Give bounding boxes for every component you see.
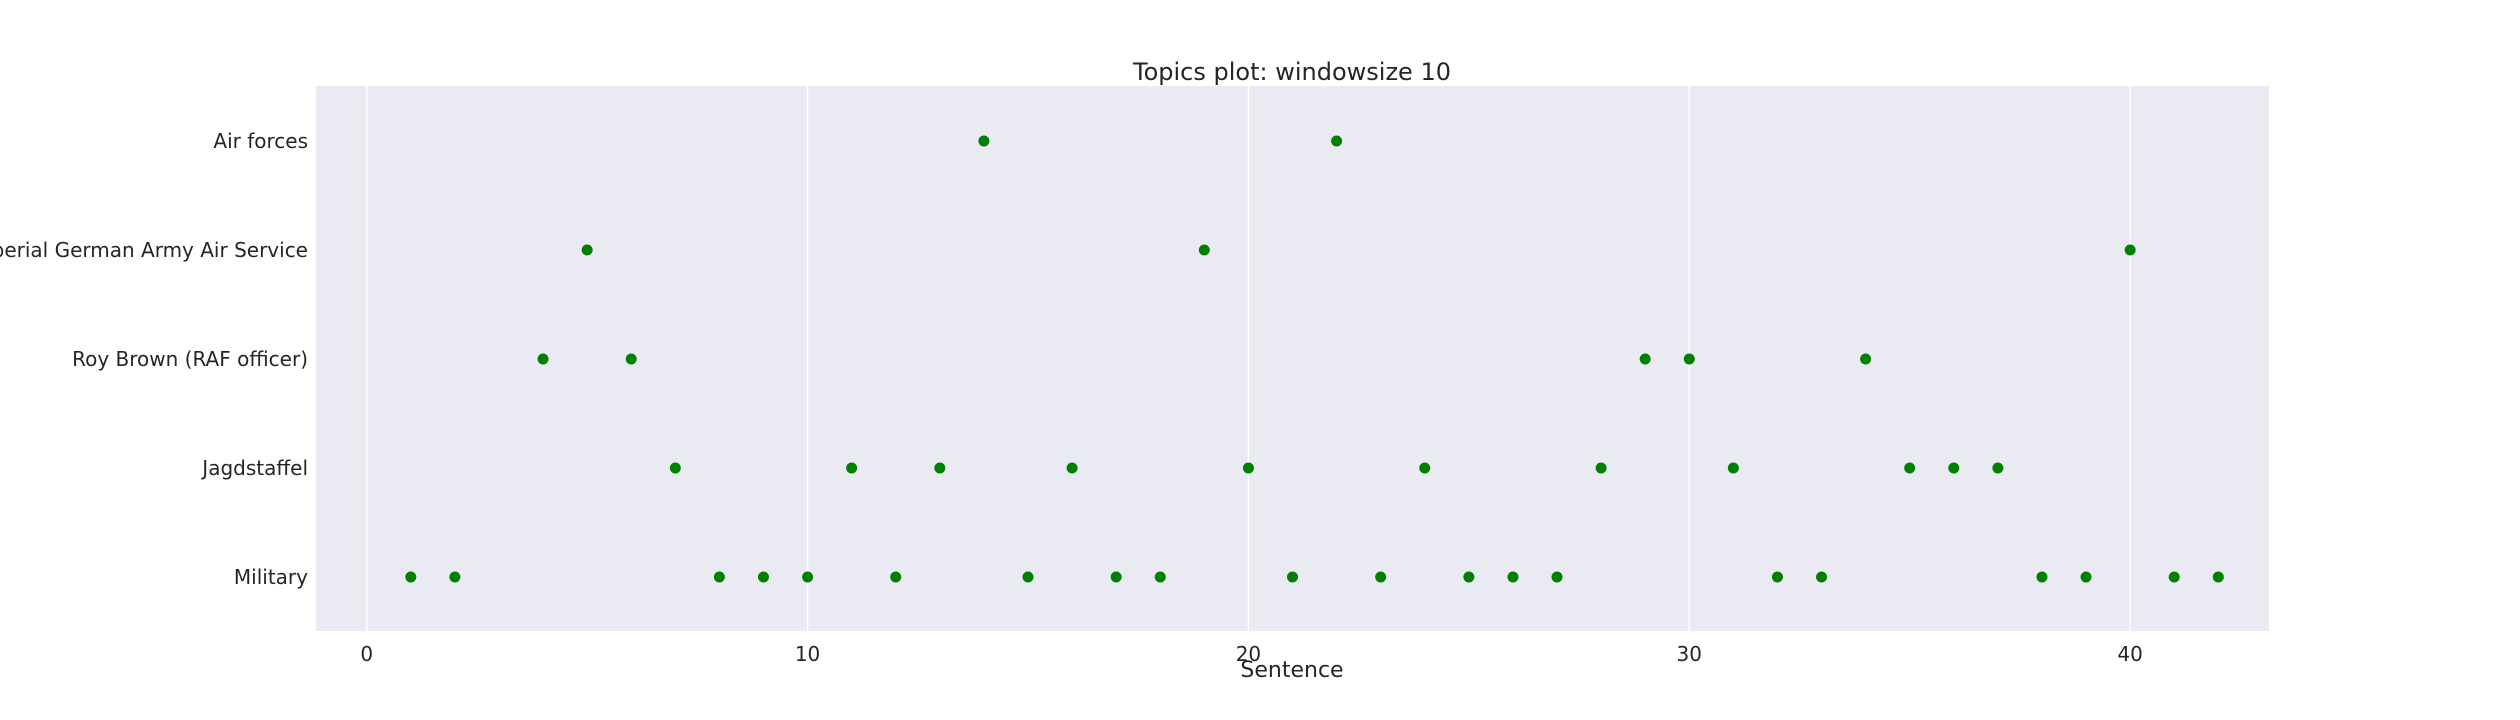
x-gridlines (365, 86, 2131, 631)
data-point (1771, 571, 1783, 583)
data-point (1331, 135, 1343, 147)
data-point (1816, 571, 1828, 583)
data-point (405, 571, 417, 583)
y-tick-label: Imperial German Army Air Service (0, 238, 308, 262)
data-point (1066, 462, 1078, 474)
data-point (1110, 571, 1122, 583)
data-point (846, 462, 858, 474)
data-point (1507, 571, 1519, 583)
data-point (1198, 244, 1210, 256)
data-point (625, 353, 637, 365)
data-point (1154, 571, 1166, 583)
x-tick-labels: 0 10 20 30 40 (360, 642, 2143, 666)
data-point (2124, 244, 2136, 256)
data-point (449, 571, 461, 583)
data-point (1022, 571, 1034, 583)
data-point (1727, 462, 1739, 474)
data-point (1375, 571, 1387, 583)
data-point (890, 571, 902, 583)
data-point (669, 462, 681, 474)
y-tick-label: Jagdstaffel (200, 456, 308, 480)
data-point (537, 353, 549, 365)
x-tick-label: 10 (795, 642, 820, 666)
data-point (713, 571, 725, 583)
data-point (1639, 353, 1651, 365)
y-tick-label: Air forces (213, 129, 308, 153)
data-point (1287, 571, 1298, 583)
chart-title: Topics plot: windowsize 10 (1132, 58, 1451, 86)
data-point (934, 462, 946, 474)
data-point (1242, 462, 1254, 474)
x-tick-label: 20 (1236, 642, 1261, 666)
x-tick-label: 0 (360, 642, 373, 666)
data-points (405, 135, 2224, 583)
data-point (2080, 571, 2092, 583)
x-tick-label: 30 (1677, 642, 1702, 666)
data-point (2168, 571, 2180, 583)
data-point (1551, 571, 1563, 583)
x-axis-label: Sentence (1240, 658, 1343, 683)
x-tick-label: 40 (2117, 642, 2142, 666)
data-point (1904, 462, 1916, 474)
data-point (1683, 353, 1695, 365)
data-point (1860, 353, 1872, 365)
plot-area (316, 86, 2269, 631)
data-point (2212, 571, 2224, 583)
data-point (978, 135, 990, 147)
data-point (757, 571, 769, 583)
y-tick-labels: Air forces Imperial German Army Air Servi… (0, 129, 308, 589)
data-point (1463, 571, 1475, 583)
y-tick-label: Military (234, 565, 308, 589)
data-point (1948, 462, 1960, 474)
data-point (802, 571, 814, 583)
data-point (1419, 462, 1431, 474)
data-point (2036, 571, 2048, 583)
y-tick-label: Roy Brown (RAF officer) (72, 347, 308, 371)
data-point (1595, 462, 1607, 474)
data-point (1992, 462, 2004, 474)
data-point (581, 244, 593, 256)
